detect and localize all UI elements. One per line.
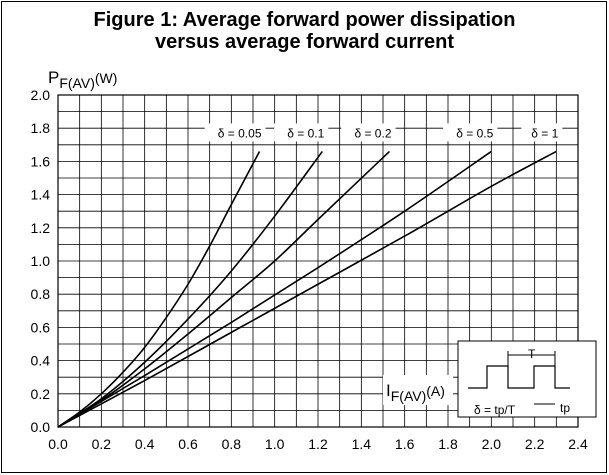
chart-title-line-2: versus average forward current xyxy=(154,31,455,53)
inset-legend: T δ = tp/T tp xyxy=(457,340,597,418)
series-line-2 xyxy=(57,150,391,428)
plot-border xyxy=(57,94,579,428)
x-tick-label: 0.6 xyxy=(178,436,198,452)
series-label-bg xyxy=(204,123,266,142)
axes xyxy=(57,94,579,428)
x-tick-label: 2.0 xyxy=(482,436,502,452)
y-tick-label: 2.0 xyxy=(31,87,51,103)
period-label: T xyxy=(528,347,536,361)
x-tick-label: 0.0 xyxy=(48,436,68,452)
series-label: δ = 1 xyxy=(531,126,558,140)
series-line-3 xyxy=(57,150,492,428)
y-axis-label: PF(AV)(W) xyxy=(48,68,117,91)
y-tick-label: 1.4 xyxy=(31,187,51,203)
x-tick-label: 2.2 xyxy=(525,436,545,452)
series-label-bg xyxy=(443,123,498,142)
x-tick-label: 0.2 xyxy=(92,436,112,452)
chart-title-line-1: Figure 1: Average forward power dissipat… xyxy=(93,9,516,31)
duty-cycle-formula: δ = tp/T xyxy=(474,403,516,417)
y-tick-label: 1.8 xyxy=(31,120,51,136)
x-axis-label: IF(AV)(A) xyxy=(386,381,445,404)
y-tick-label: 1.6 xyxy=(31,153,51,169)
y-tick-label: 0.6 xyxy=(31,319,51,335)
series-label: δ = 0.1 xyxy=(287,126,324,140)
series-label-bg xyxy=(521,123,563,142)
y-tick-label: 0.2 xyxy=(31,386,51,402)
series-line-0 xyxy=(57,151,261,428)
tick-labels: 0.0 0.2 0.4 0.6 0.8 1.0 1.2 1.4 1.6 1.8 2.0 2.2 2.4 0… xyxy=(31,87,588,452)
series-label-bg xyxy=(341,123,396,142)
y-tick-label: 0.4 xyxy=(31,353,51,369)
pulse-width-label: tp xyxy=(560,401,570,415)
x-tick-label: 1.4 xyxy=(352,436,372,452)
series-labels: δ = 0.05 δ = 0.1 δ = 0.2 δ = 0.5 δ = 1 xyxy=(204,123,563,142)
series-label: δ = 0.05 xyxy=(218,126,262,140)
x-tick-label: 1.0 xyxy=(265,436,285,452)
x-tick-label: 1.2 xyxy=(308,436,328,452)
series-lines xyxy=(57,150,557,428)
x-tick-label: 0.8 xyxy=(222,436,242,452)
inset-box xyxy=(457,340,597,418)
series-label: δ = 0.5 xyxy=(456,126,493,140)
x-axis-label-bg xyxy=(383,375,453,405)
series-line-4 xyxy=(57,150,557,428)
y-tick-label: 1.2 xyxy=(31,220,51,236)
x-tick-label: 1.8 xyxy=(438,436,458,452)
x-tick-label: 0.4 xyxy=(135,436,155,452)
y-tick-label: 1.0 xyxy=(31,253,51,269)
series-label: δ = 0.2 xyxy=(354,126,391,140)
pulse-waveform xyxy=(468,365,570,389)
x-tick-label: 2.4 xyxy=(568,436,588,452)
y-tick-label: 0.0 xyxy=(31,419,51,435)
y-tick-label: 0.8 xyxy=(31,286,51,302)
series-line-1 xyxy=(57,150,323,428)
x-tick-label: 1.6 xyxy=(395,436,415,452)
series-label-bg xyxy=(274,123,329,142)
